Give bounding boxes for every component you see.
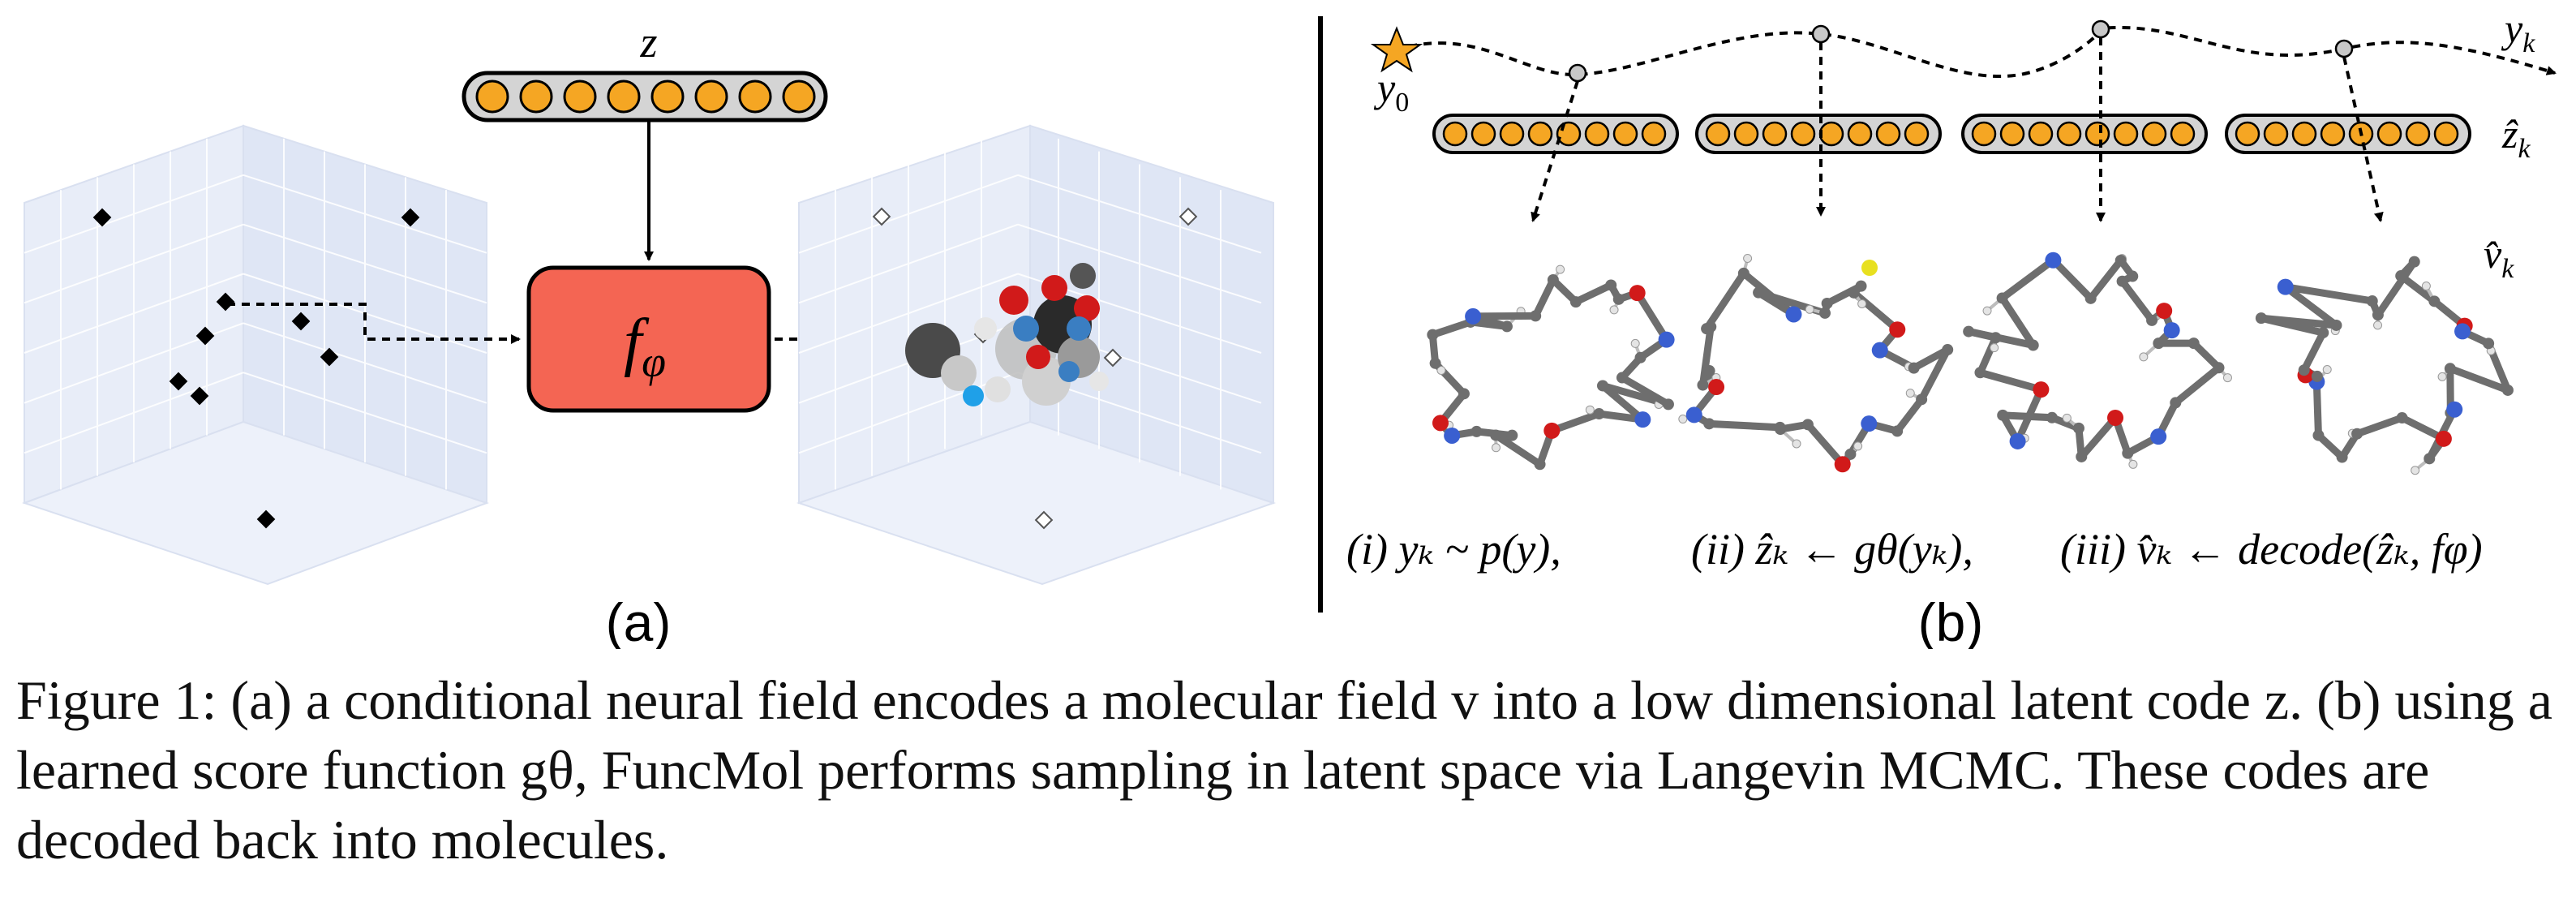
latent-codes-row xyxy=(1432,114,2471,154)
panel-a: z fφ xyxy=(21,18,1277,649)
latent-node xyxy=(1875,121,1901,147)
latent-node xyxy=(738,80,772,114)
latent-node xyxy=(475,80,509,114)
latent-node xyxy=(1499,121,1525,147)
latent-node xyxy=(2113,121,2139,147)
step-i: (i) yₖ ~ p(y), xyxy=(1346,525,1561,574)
step-ii: (ii) ẑₖ ← gθ(yₖ), xyxy=(1691,525,1973,574)
network-label: fφ xyxy=(624,307,666,386)
latent-node xyxy=(1442,121,1468,147)
output-field-cube xyxy=(796,124,1277,586)
latent-node xyxy=(650,80,685,114)
latent-code-z xyxy=(462,71,828,123)
latent-node xyxy=(563,80,597,114)
latent-node xyxy=(1733,121,1759,147)
latent-code-zhat xyxy=(2225,114,2471,154)
latent-node xyxy=(1818,121,1844,147)
step-iii: (iii) v̂ₖ ← decode(ẑₖ, fφ) xyxy=(2060,525,2483,574)
caption-text: Figure 1: (a) a conditional neural field… xyxy=(16,669,2552,871)
latent-node xyxy=(2376,121,2402,147)
latent-node xyxy=(607,80,641,114)
panel-a-sublabel: (a) xyxy=(606,592,672,649)
latent-node xyxy=(2263,121,2289,147)
latent-node xyxy=(2235,121,2260,147)
neural-field-network: fφ xyxy=(526,265,771,413)
zhat-label: ẑk xyxy=(2501,111,2531,164)
latent-node xyxy=(694,80,728,114)
latent-code-zhat xyxy=(1432,114,1679,154)
molecule xyxy=(1963,251,2232,469)
latent-node xyxy=(2028,121,2054,147)
latent-node xyxy=(1971,121,1997,147)
start-star-icon xyxy=(1370,26,1423,73)
arrow-sample-1 xyxy=(1531,80,1579,222)
latent-node xyxy=(2320,121,2346,147)
latent-node xyxy=(1584,121,1610,147)
latent-node xyxy=(519,80,553,114)
latent-node xyxy=(2291,121,2317,147)
vhat-label: v̂k xyxy=(2484,231,2514,284)
latent-node xyxy=(2170,121,2196,147)
latent-node xyxy=(1762,121,1788,147)
panel-b: y0 yk ẑk v̂k (i) yₖ ~ p(y), (ii) ẑₖ ← gθ… xyxy=(1346,6,2557,649)
latent-node xyxy=(1705,121,1731,147)
latent-z-label: z xyxy=(639,18,657,67)
latent-node xyxy=(2141,121,2167,147)
latent-node xyxy=(1790,121,1816,147)
langevin-trajectory xyxy=(1394,26,2557,78)
latent-node xyxy=(2084,121,2110,147)
input-point-cloud-cube xyxy=(21,124,490,586)
latent-node xyxy=(2433,121,2459,147)
latent-node xyxy=(1470,121,1496,147)
latent-node xyxy=(1556,121,1582,147)
latent-code-zhat xyxy=(1695,114,1942,154)
latent-node xyxy=(1847,121,1873,147)
latent-node xyxy=(1641,121,1667,147)
figure-1: z fφ xyxy=(21,6,2557,649)
panel-b-sublabel: (b) xyxy=(1918,592,1984,649)
latent-node xyxy=(1999,121,2025,147)
arrow-points-to-network xyxy=(227,303,521,344)
latent-node xyxy=(1612,121,1638,147)
molecule xyxy=(1427,264,1675,471)
latent-node xyxy=(1904,121,1930,147)
latent-node xyxy=(1527,121,1553,147)
figure-caption: Figure 1: (a) a conditional neural field… xyxy=(16,665,2555,875)
molecule xyxy=(1678,253,1954,473)
latent-node xyxy=(2056,121,2082,147)
yk-label: yk xyxy=(2501,6,2535,58)
decoded-molecules xyxy=(1427,251,2514,475)
latent-code-zhat xyxy=(1961,114,2208,154)
molecule xyxy=(2255,256,2514,475)
y0-label: y0 xyxy=(1373,65,1409,118)
molecular-field-blob xyxy=(905,263,1109,406)
latent-node xyxy=(2405,121,2431,147)
latent-node xyxy=(782,80,816,114)
